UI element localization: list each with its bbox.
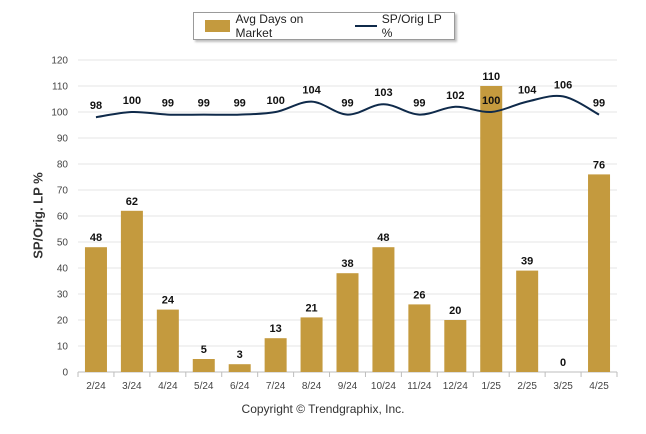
legend-bar-label: Avg Days on Market [235, 12, 304, 40]
bar-value-label: 20 [449, 305, 461, 317]
x-tick-label: 11/24 [407, 381, 432, 392]
x-tick-label: 8/24 [302, 381, 322, 392]
y-axis-title: SP/Orig. LP % [30, 172, 46, 259]
bar [408, 304, 431, 372]
x-tick-label: 12/24 [443, 381, 468, 392]
y-tick-label: 30 [57, 290, 69, 301]
bar-value-label: 39 [521, 256, 533, 268]
x-tick-label: 2/24 [86, 381, 106, 392]
bars [84, 86, 611, 372]
bar [588, 174, 611, 372]
line-value-label: 99 [341, 98, 353, 110]
line-value-label: 100 [482, 95, 500, 107]
bar-data-labels: 48 62 24 5 3 13 21 38 48 26 20 110 39 0 76 [90, 71, 605, 369]
bar-value-label: 38 [341, 258, 353, 270]
line-value-label: 100 [266, 95, 284, 107]
copyright-text: Copyright © Trendgraphix, Inc. [241, 402, 405, 416]
line-swatch-icon [355, 25, 377, 27]
bar [300, 317, 323, 372]
line-value-label: 106 [554, 79, 572, 91]
y-tick-label: 50 [57, 238, 69, 249]
bar-value-label: 13 [270, 323, 282, 335]
legend-line-label: SP/Orig LP % [381, 12, 442, 40]
line-value-label: 102 [446, 90, 464, 102]
y-tick-labels: 0 10 20 30 40 50 60 70 80 90 100 110 120 [51, 56, 68, 379]
bar-value-label: 26 [413, 289, 425, 301]
x-tick-label: 6/24 [230, 381, 250, 392]
x-tick-label: 10/24 [371, 381, 396, 392]
line-value-label: 99 [593, 98, 605, 110]
line-value-label: 99 [413, 98, 425, 110]
bar-value-label: 48 [377, 232, 389, 244]
bar [120, 210, 143, 372]
x-tick-label: 2/25 [517, 381, 537, 392]
bar [192, 359, 215, 372]
bar-value-label: 5 [201, 344, 207, 356]
x-tick-label: 4/24 [158, 381, 178, 392]
line-series [95, 94, 600, 119]
bar-value-label: 0 [560, 357, 566, 369]
y-tick-label: 80 [57, 160, 69, 171]
bar-value-label: 76 [593, 159, 605, 171]
bar-value-label: 21 [305, 302, 317, 314]
bar [84, 247, 107, 372]
legend-item-line: SP/Orig LP % [341, 12, 454, 40]
bar [444, 320, 467, 372]
bar [480, 86, 503, 372]
bar [336, 273, 359, 372]
y-tick-label: 90 [57, 134, 69, 145]
line-value-label: 103 [374, 87, 392, 99]
legend-item-bars: Avg Days on Market [194, 12, 341, 40]
bar-value-label: 110 [482, 71, 500, 83]
y-tick-label: 20 [57, 316, 69, 327]
y-tick-label: 70 [57, 186, 69, 197]
bar [228, 364, 251, 372]
y-tick-label: 10 [57, 342, 69, 353]
x-tick-labels: 2/24 3/24 4/24 5/24 6/24 7/24 8/24 9/24 10/24 11/… [77, 372, 618, 392]
bar-value-label: 3 [237, 349, 243, 361]
line-value-label: 99 [162, 98, 174, 110]
bar [156, 309, 179, 372]
line-value-label: 104 [302, 85, 321, 97]
bar-value-label: 48 [90, 232, 102, 244]
line-data-labels: 98 100 99 99 99 100 104 99 103 99 102 100 104 106 99 [90, 79, 605, 112]
line-value-label: 99 [234, 98, 246, 110]
x-tick-label: 9/24 [338, 381, 358, 392]
legend: Avg Days on Market SP/Orig LP % [193, 12, 455, 40]
line-value-label: 100 [123, 95, 141, 107]
bar-value-label: 24 [162, 295, 175, 307]
line-value-label: 99 [198, 98, 210, 110]
bar-value-label: 62 [126, 196, 138, 208]
y-tick-label: 120 [51, 56, 68, 67]
x-tick-label: 1/25 [481, 381, 501, 392]
line-value-label: 104 [518, 85, 537, 97]
y-tick-label: 60 [57, 212, 69, 223]
line-value-label: 98 [90, 100, 102, 112]
bar [372, 247, 395, 372]
x-tick-label: 3/25 [553, 381, 573, 392]
x-tick-label: 5/24 [194, 381, 214, 392]
y-tick-label: 110 [52, 82, 68, 93]
x-tick-label: 7/24 [266, 381, 286, 392]
bar [516, 270, 539, 372]
x-tick-label: 3/24 [122, 381, 142, 392]
y-tick-label: 40 [57, 264, 69, 275]
x-tick-label: 4/25 [589, 381, 609, 392]
y-tick-label: 0 [62, 368, 68, 379]
bar [264, 338, 287, 372]
y-tick-label: 100 [51, 108, 68, 119]
bar-swatch-icon [205, 20, 231, 32]
